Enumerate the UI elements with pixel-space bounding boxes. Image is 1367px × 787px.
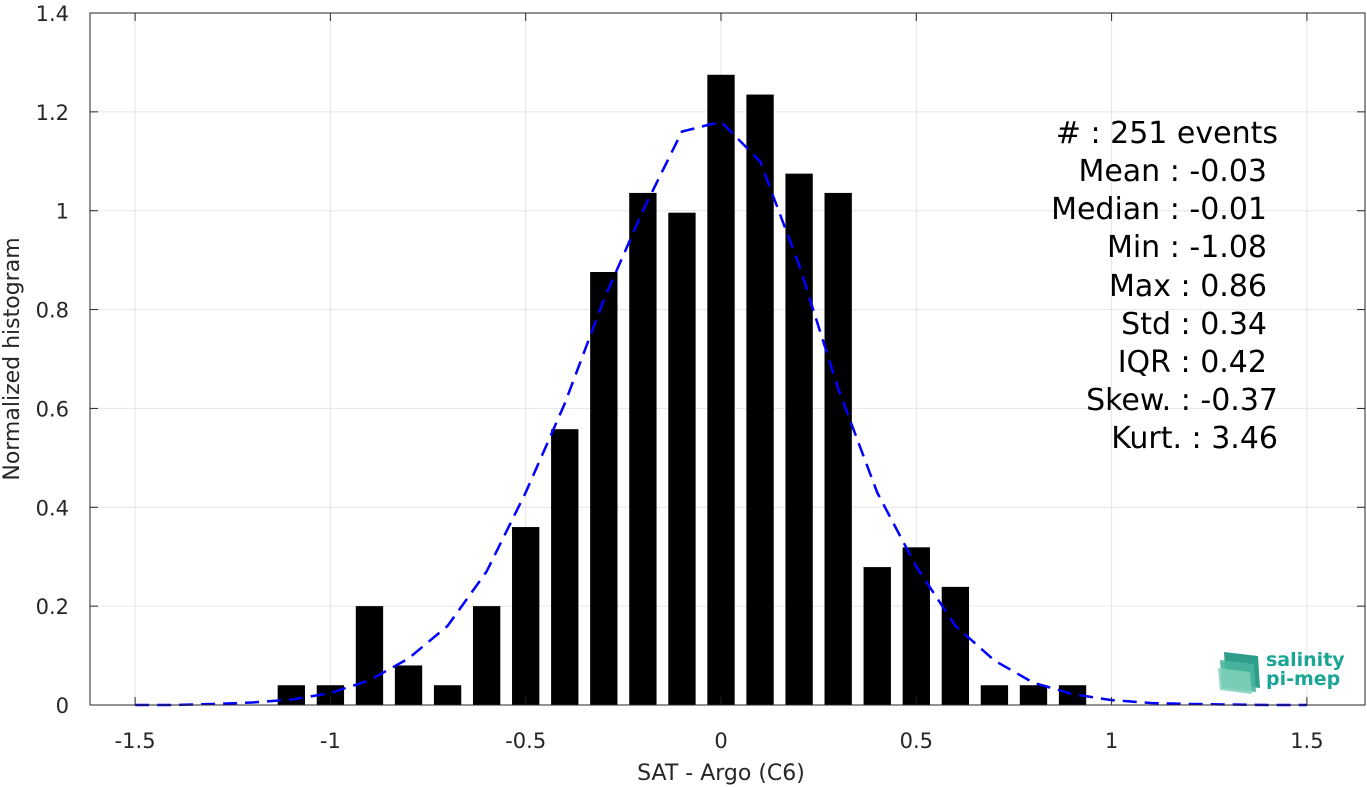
x-axis-label: SAT - Argo (C6) [637, 761, 805, 786]
stat-iqr: IQR : 0.42 [1118, 345, 1267, 380]
stat-count: # : 251 events [1056, 116, 1278, 151]
histogram-bar [746, 94, 774, 706]
y-tick-label: 0.6 [36, 397, 69, 421]
y-tick-label: 0.8 [36, 299, 69, 323]
y-axis-label: Normalized histogram [0, 237, 25, 480]
y-tick-label: 1 [56, 200, 69, 224]
histogram-bar [277, 685, 306, 705]
histogram-bar [512, 527, 540, 705]
histogram-bar [668, 212, 696, 706]
histogram-bar [785, 173, 813, 706]
y-tick-label: 1.4 [36, 2, 69, 26]
logo-line2: pi-mep [1266, 668, 1340, 690]
stat-kurt: Kurt. : 3.46 [1111, 421, 1278, 456]
histogram-bar [394, 665, 423, 705]
histogram-bar [707, 74, 735, 706]
stat-skew: Skew. : -0.37 [1086, 383, 1278, 418]
histogram-bar [551, 429, 579, 705]
histogram-bar [824, 192, 852, 706]
stat-mean: Mean : -0.03 [1078, 154, 1267, 189]
histogram-bar [590, 272, 618, 705]
y-tick-label: 0.4 [36, 496, 69, 520]
x-tick-label: -1.5 [115, 729, 156, 753]
histogram-bar [1019, 685, 1048, 705]
y-tick-label: 1.2 [36, 101, 69, 125]
histogram-bar [902, 547, 930, 705]
statistics-box: # : 251 events Mean : -0.03 Median : -0.… [1051, 116, 1278, 456]
stat-median: Median : -0.01 [1051, 192, 1267, 227]
histogram-bar [941, 586, 970, 705]
stat-max: Max : 0.86 [1109, 269, 1267, 304]
histogram-bar [355, 606, 384, 705]
x-tick-label: 1 [1105, 729, 1118, 753]
x-tick-label: 1.5 [1290, 729, 1323, 753]
plot-frame [89, 12, 1366, 706]
histogram-bars [277, 74, 1087, 706]
stat-min: Min : -1.08 [1107, 230, 1267, 265]
histogram-bar [629, 192, 657, 706]
histogram-bar [472, 606, 501, 705]
y-tick-label: 0.2 [36, 595, 69, 619]
logo-line1: salinity [1266, 649, 1345, 671]
salinity-pi-mep-logo: salinity pi-mep [1218, 649, 1345, 694]
histogram-bar [863, 567, 891, 705]
x-tick-label: 0.5 [900, 729, 933, 753]
logo-wave-icon [1218, 652, 1260, 694]
x-tick-label: -0.5 [505, 729, 546, 753]
x-tick-label: -1 [320, 729, 341, 753]
axis-ticks: -1.5 -1 -0.5 0 0.5 1 1.5 0 0.2 0.4 0.6 0.8 1 1.2 1.4 [36, 2, 1365, 753]
y-tick-label: 0 [56, 694, 69, 718]
stat-std: Std : 0.34 [1121, 307, 1267, 342]
x-tick-label: 0 [714, 729, 727, 753]
histogram-bar [980, 685, 1009, 705]
histogram-bar [433, 685, 462, 705]
histogram-bar [1058, 685, 1087, 705]
